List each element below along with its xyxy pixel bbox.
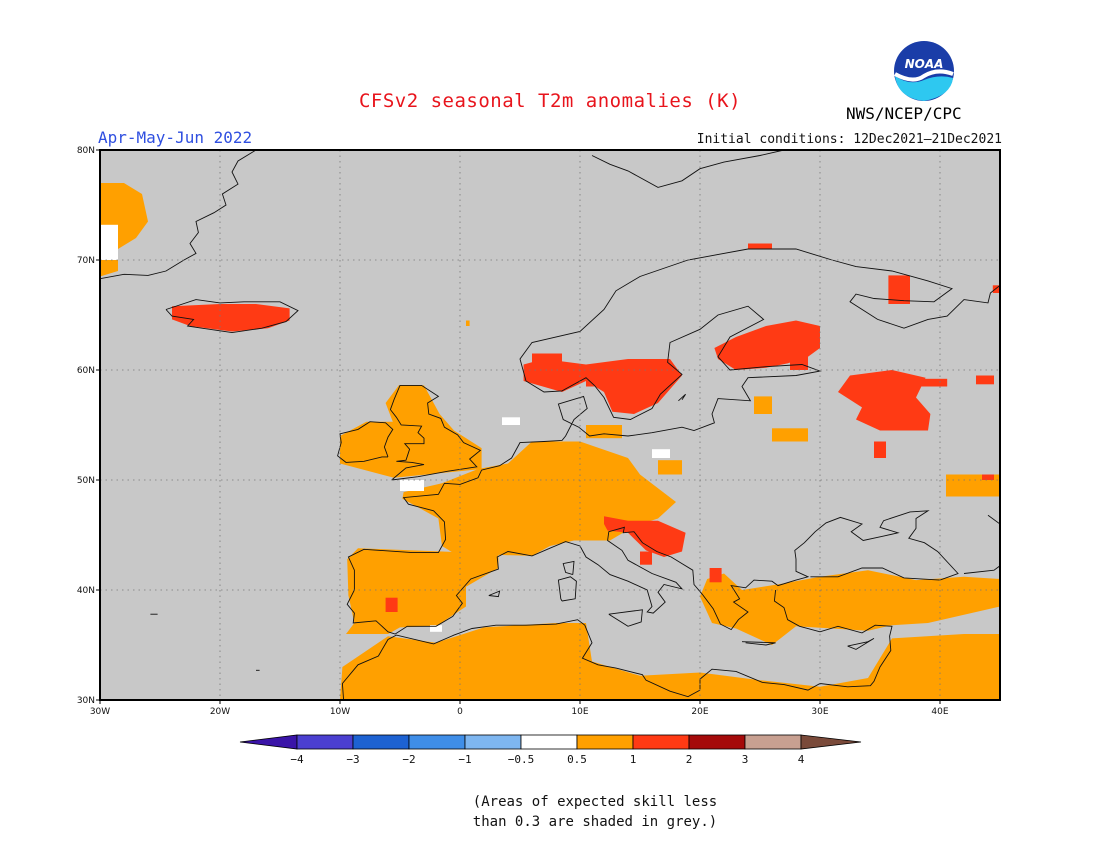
anomaly-cell [976,375,994,385]
noaa-logo: NOAA [894,41,954,101]
colorbar-label: −2 [402,753,415,766]
x-tick-label: 0 [457,707,463,717]
coastline [741,641,776,646]
logo-text: NOAA [905,57,944,71]
anomaly-cell [790,353,808,370]
colorbar-label: 3 [742,753,749,766]
skill-note: (Areas of expected skill less than 0.3 a… [0,792,1100,832]
colorbar-box [744,734,802,750]
colorbar-box [296,734,354,750]
x-tick-label: 30W [90,707,110,717]
chart-title: CFSv2 seasonal T2m anomalies (K) [358,90,742,112]
anomaly-cell [652,449,670,458]
colorbar-box [632,734,690,750]
anomaly-cell [874,441,886,458]
anomaly-cell [430,625,442,632]
coastline [557,576,577,602]
coastline [165,299,299,334]
region-iberia [346,548,499,634]
colorbar-label: −1 [458,753,471,766]
coastline [337,421,394,463]
anomaly-cell [724,350,736,363]
skill-note-line2: than 0.3 are shaded in grey.) [472,814,718,830]
anomaly-cell [586,425,622,439]
anomaly-cell [436,557,448,558]
anomaly-cell [385,597,398,612]
region-eastern-mediterranean [700,570,1000,645]
anomaly-cell [502,417,520,425]
coastline [831,259,1000,329]
y-tick-label: 60N [77,366,95,376]
colorbar-label: −0.5 [508,753,535,766]
colorbar-arrow-low [239,734,298,750]
region-alps-balkans [604,516,686,557]
anomaly-cell [754,396,772,414]
coastline [591,150,785,188]
anomaly-cell [586,370,616,387]
coastline [389,384,482,481]
coastline [100,150,257,280]
region-british-isles [340,385,482,478]
colorbar-label: 2 [686,753,693,766]
anomaly-cell [709,568,722,583]
colorbar-arrow-high [800,734,862,750]
x-axis-ticks: 30W 20W 10W 0 10E 20E 30E 40E [90,700,949,717]
coastline [847,638,875,650]
x-tick-label: 10W [330,707,350,717]
x-tick-label: 20E [691,707,708,717]
initial-conditions: Initial conditions: 12Dec2021–21Dec2021 [696,132,1002,147]
coastline [678,393,686,402]
colorbar-box [408,734,466,750]
region-western-russia [838,370,931,431]
colorbar-label: 0.5 [567,753,587,766]
anomaly-cell [466,320,470,326]
colorbar: −4 −3 −2 −1 −0.5 0.5 1 2 3 4 [239,734,862,766]
coastline [488,590,501,598]
anomaly-cell [982,474,994,480]
grid-lines [100,150,1000,700]
colorbar-box [576,734,634,750]
anomaly-cell [658,460,682,475]
y-tick-label: 30N [77,696,95,706]
coastline [608,609,643,627]
colorbar-label: 1 [630,753,637,766]
x-tick-label: 40E [931,707,948,717]
y-tick-label: 40N [77,586,95,596]
anomaly-cell [748,243,772,249]
anomaly-cell [888,275,910,304]
colorbar-label: 4 [798,753,805,766]
x-tick-label: 10E [571,707,588,717]
y-tick-label: 50N [77,476,95,486]
anomaly-cell [532,353,562,373]
colorbar-box [464,734,522,750]
colorbar-box [520,734,578,750]
anomaly-cell [992,285,1000,293]
region-north-africa [340,623,1000,700]
anomaly-cell [640,551,652,565]
forecast-period: Apr-May-Jun 2022 [98,128,253,147]
x-tick-label: 20W [210,707,230,717]
anomaly-cell [918,378,948,387]
anomaly-cell [100,224,118,260]
coastline [346,248,959,635]
coastline [987,514,1000,525]
y-tick-label: 80N [77,146,95,156]
region-iceland [172,304,290,332]
colorbar-label: −4 [290,753,304,766]
anomaly-fills [100,183,1000,700]
coastline [562,560,575,576]
map-frame [99,149,1001,701]
y-tick-label: 70N [77,256,95,266]
skill-note-line1: (Areas of expected skill less [472,794,718,810]
anomaly-cell [772,428,808,442]
anomaly-cell [400,480,424,491]
y-axis-ticks: 30N 40N 50N 60N 70N 80N [77,146,100,706]
x-tick-label: 30E [811,707,828,717]
agency-label: NWS/NCEP/CPC [846,104,962,123]
coastline [963,565,1000,574]
colorbar-box [352,734,410,750]
colorbar-box [688,734,746,750]
colorbar-label: −3 [346,753,359,766]
